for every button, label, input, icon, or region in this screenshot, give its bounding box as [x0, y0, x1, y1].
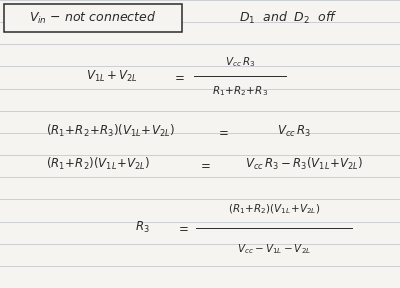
Text: $R_3$: $R_3$: [135, 220, 149, 235]
Text: $V_{cc}\,R_3$: $V_{cc}\,R_3$: [225, 56, 255, 69]
Text: $(R_1\!+\!R_2)(V_{1L}\!+\!V_{2L})$: $(R_1\!+\!R_2)(V_{1L}\!+\!V_{2L})$: [228, 202, 320, 216]
Text: $=$: $=$: [216, 124, 228, 138]
Text: $V_{in}$ $-$ not connected: $V_{in}$ $-$ not connected: [29, 10, 157, 26]
Text: $=$: $=$: [176, 221, 188, 234]
Text: $=$: $=$: [198, 158, 210, 171]
Text: $D_1$  and  $D_2$  off: $D_1$ and $D_2$ off: [239, 10, 337, 26]
Text: $V_{cc}\,R_3 - R_3(V_{1L}\!+\!V_{2L})$: $V_{cc}\,R_3 - R_3(V_{1L}\!+\!V_{2L})$: [245, 156, 363, 172]
Text: $V_{cc}-V_{1L}-V_{2L}$: $V_{cc}-V_{1L}-V_{2L}$: [237, 242, 311, 256]
Text: $(R_1\!+\!R_2)(V_{1L}\!+\!V_{2L})$: $(R_1\!+\!R_2)(V_{1L}\!+\!V_{2L})$: [46, 156, 150, 172]
Text: $V_{cc}\,R_3$: $V_{cc}\,R_3$: [277, 124, 311, 139]
Text: $R_1\!+\!R_2\!+\!R_3$: $R_1\!+\!R_2\!+\!R_3$: [212, 84, 268, 98]
Text: $=$: $=$: [172, 70, 184, 83]
FancyBboxPatch shape: [4, 4, 182, 32]
Text: $V_{1L}+V_{2L}$: $V_{1L}+V_{2L}$: [86, 69, 138, 84]
Text: $(R_1\!+\!R_2\!+\!R_3)(V_{1L}\!+\!V_{2L})$: $(R_1\!+\!R_2\!+\!R_3)(V_{1L}\!+\!V_{2L}…: [46, 123, 174, 139]
